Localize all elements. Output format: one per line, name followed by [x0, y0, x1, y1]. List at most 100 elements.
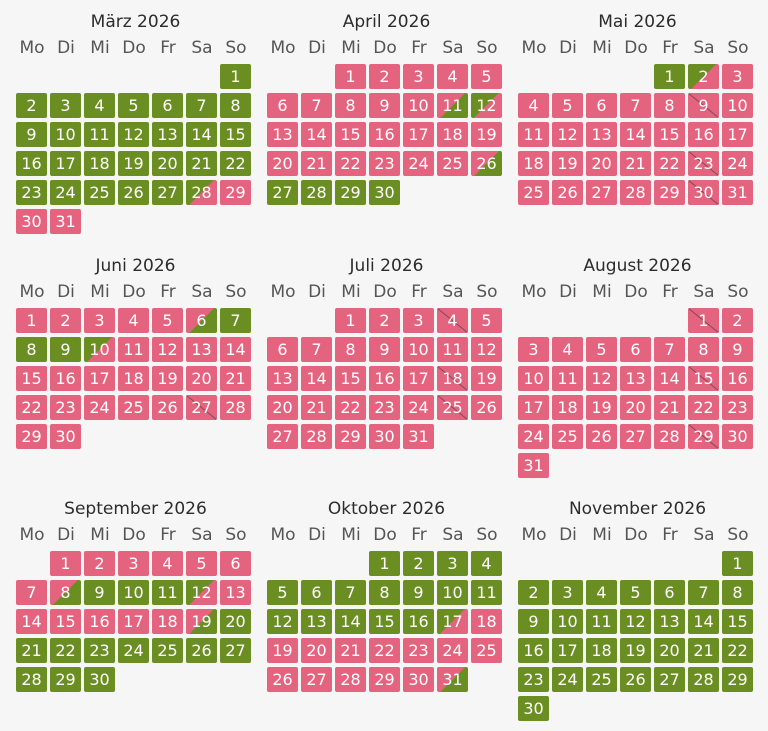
day-29-free[interactable]: 29 [50, 667, 81, 692]
day-30-booked[interactable]: 30 [722, 424, 753, 449]
day-10-free[interactable]: 10 [437, 580, 468, 605]
day-18-free[interactable]: 18 [586, 638, 617, 663]
day-27-booked[interactable]: 27 [267, 424, 298, 449]
day-11-free[interactable]: 11 [586, 609, 617, 634]
day-15-booked[interactable]: 15 [16, 366, 47, 391]
day-31-booked[interactable]: 31 [722, 180, 753, 205]
day-9-free[interactable]: 9 [518, 609, 549, 634]
day-17-free[interactable]: 17 [50, 151, 81, 176]
day-19-booked[interactable]: 19 [152, 366, 183, 391]
day-29-free[interactable]: 29 [335, 180, 366, 205]
day-18-free[interactable]: 18 [84, 151, 115, 176]
day-3-booked[interactable]: 3 [84, 308, 115, 333]
day-19-booked[interactable]: 19 [552, 151, 583, 176]
day-22-booked[interactable]: 22 [335, 151, 366, 176]
day-12-free-then-booked[interactable]: 12 [471, 93, 502, 118]
day-18-booked[interactable]: 18 [118, 366, 149, 391]
day-8-free[interactable]: 8 [16, 337, 47, 362]
day-7-free[interactable]: 7 [335, 580, 366, 605]
day-22-booked[interactable]: 22 [16, 395, 47, 420]
day-28-booked[interactable]: 28 [301, 424, 332, 449]
day-11-booked-then-free[interactable]: 11 [437, 93, 468, 118]
day-11-free[interactable]: 11 [471, 580, 502, 605]
day-27-booked[interactable]: 27 [620, 424, 651, 449]
day-27-booked[interactable]: 27 [301, 667, 332, 692]
day-21-booked[interactable]: 21 [620, 151, 651, 176]
day-15-booked[interactable]: 15 [654, 122, 685, 147]
day-4-booked[interactable]: 4 [118, 308, 149, 333]
day-12-free-then-booked[interactable]: 12 [186, 580, 217, 605]
day-19-booked[interactable]: 19 [471, 122, 502, 147]
day-11-free[interactable]: 11 [84, 122, 115, 147]
day-31-booked[interactable]: 31 [50, 209, 81, 234]
day-26-free[interactable]: 26 [620, 667, 651, 692]
day-18-booked[interactable]: 18 [152, 609, 183, 634]
day-1-booked,[interactable]: 1 [688, 308, 719, 333]
day-30-free[interactable]: 30 [84, 667, 115, 692]
day-5-free[interactable]: 5 [620, 580, 651, 605]
day-25-free[interactable]: 25 [152, 638, 183, 663]
day-7-free[interactable]: 7 [688, 580, 719, 605]
day-22-booked[interactable]: 22 [654, 151, 685, 176]
day-20-booked[interactable]: 20 [267, 395, 298, 420]
day-22-free[interactable]: 22 [50, 638, 81, 663]
day-4-booked[interactable]: 4 [518, 93, 549, 118]
day-14-booked[interactable]: 14 [16, 609, 47, 634]
day-13-free[interactable]: 13 [654, 609, 685, 634]
day-2-free[interactable]: 2 [518, 580, 549, 605]
day-24-booked[interactable]: 24 [437, 638, 468, 663]
day-15-free[interactable]: 15 [722, 609, 753, 634]
day-12-booked[interactable]: 12 [586, 366, 617, 391]
day-6-free[interactable]: 6 [654, 580, 685, 605]
day-10-booked[interactable]: 10 [403, 337, 434, 362]
day-17-free-then-booked[interactable]: 17 [437, 609, 468, 634]
day-6-booked[interactable]: 6 [620, 337, 651, 362]
day-16-booked[interactable]: 16 [84, 609, 115, 634]
day-9-booked[interactable]: 9 [369, 93, 400, 118]
day-26-booked[interactable]: 26 [552, 180, 583, 205]
day-11-booked[interactable]: 11 [437, 337, 468, 362]
day-3-booked[interactable]: 3 [722, 64, 753, 89]
day-17-free[interactable]: 17 [552, 638, 583, 663]
day-16-free[interactable]: 16 [403, 609, 434, 634]
day-21-booked[interactable]: 21 [220, 366, 251, 391]
day-21-free[interactable]: 21 [16, 638, 47, 663]
day-27-booked,[interactable]: 27 [186, 395, 217, 420]
day-16-booked[interactable]: 16 [50, 366, 81, 391]
day-27-free[interactable]: 27 [152, 180, 183, 205]
day-24-booked[interactable]: 24 [722, 151, 753, 176]
day-19-booked[interactable]: 19 [267, 638, 298, 663]
day-11-booked[interactable]: 11 [552, 366, 583, 391]
day-15-booked[interactable]: 15 [335, 122, 366, 147]
day-17-booked[interactable]: 17 [403, 366, 434, 391]
day-13-booked[interactable]: 13 [220, 580, 251, 605]
day-14-booked[interactable]: 14 [301, 122, 332, 147]
day-12-booked[interactable]: 12 [471, 337, 502, 362]
day-25-free[interactable]: 25 [84, 180, 115, 205]
day-8-booked[interactable]: 8 [688, 337, 719, 362]
day-14-free[interactable]: 14 [688, 609, 719, 634]
day-10-booked[interactable]: 10 [403, 93, 434, 118]
day-7-free[interactable]: 7 [220, 308, 251, 333]
day-14-booked[interactable]: 14 [301, 366, 332, 391]
day-10-free[interactable]: 10 [50, 122, 81, 147]
day-20-booked[interactable]: 20 [620, 395, 651, 420]
day-2-free[interactable]: 2 [16, 93, 47, 118]
day-26-booked[interactable]: 26 [152, 395, 183, 420]
day-4-free[interactable]: 4 [586, 580, 617, 605]
day-14-free[interactable]: 14 [186, 122, 217, 147]
day-3-free[interactable]: 3 [437, 551, 468, 576]
day-22-booked[interactable]: 22 [335, 395, 366, 420]
day-24-free[interactable]: 24 [552, 667, 583, 692]
day-16-booked[interactable]: 16 [369, 122, 400, 147]
day-7-free[interactable]: 7 [186, 93, 217, 118]
day-9-booked,[interactable]: 9 [688, 93, 719, 118]
day-15-booked,[interactable]: 15 [688, 366, 719, 391]
day-20-booked[interactable]: 20 [586, 151, 617, 176]
day-13-booked[interactable]: 13 [267, 122, 298, 147]
day-25-booked,[interactable]: 25 [437, 395, 468, 420]
day-20-free[interactable]: 20 [152, 151, 183, 176]
day-18-booked[interactable]: 18 [552, 395, 583, 420]
day-25-booked[interactable]: 25 [552, 424, 583, 449]
day-8-booked[interactable]: 8 [335, 337, 366, 362]
